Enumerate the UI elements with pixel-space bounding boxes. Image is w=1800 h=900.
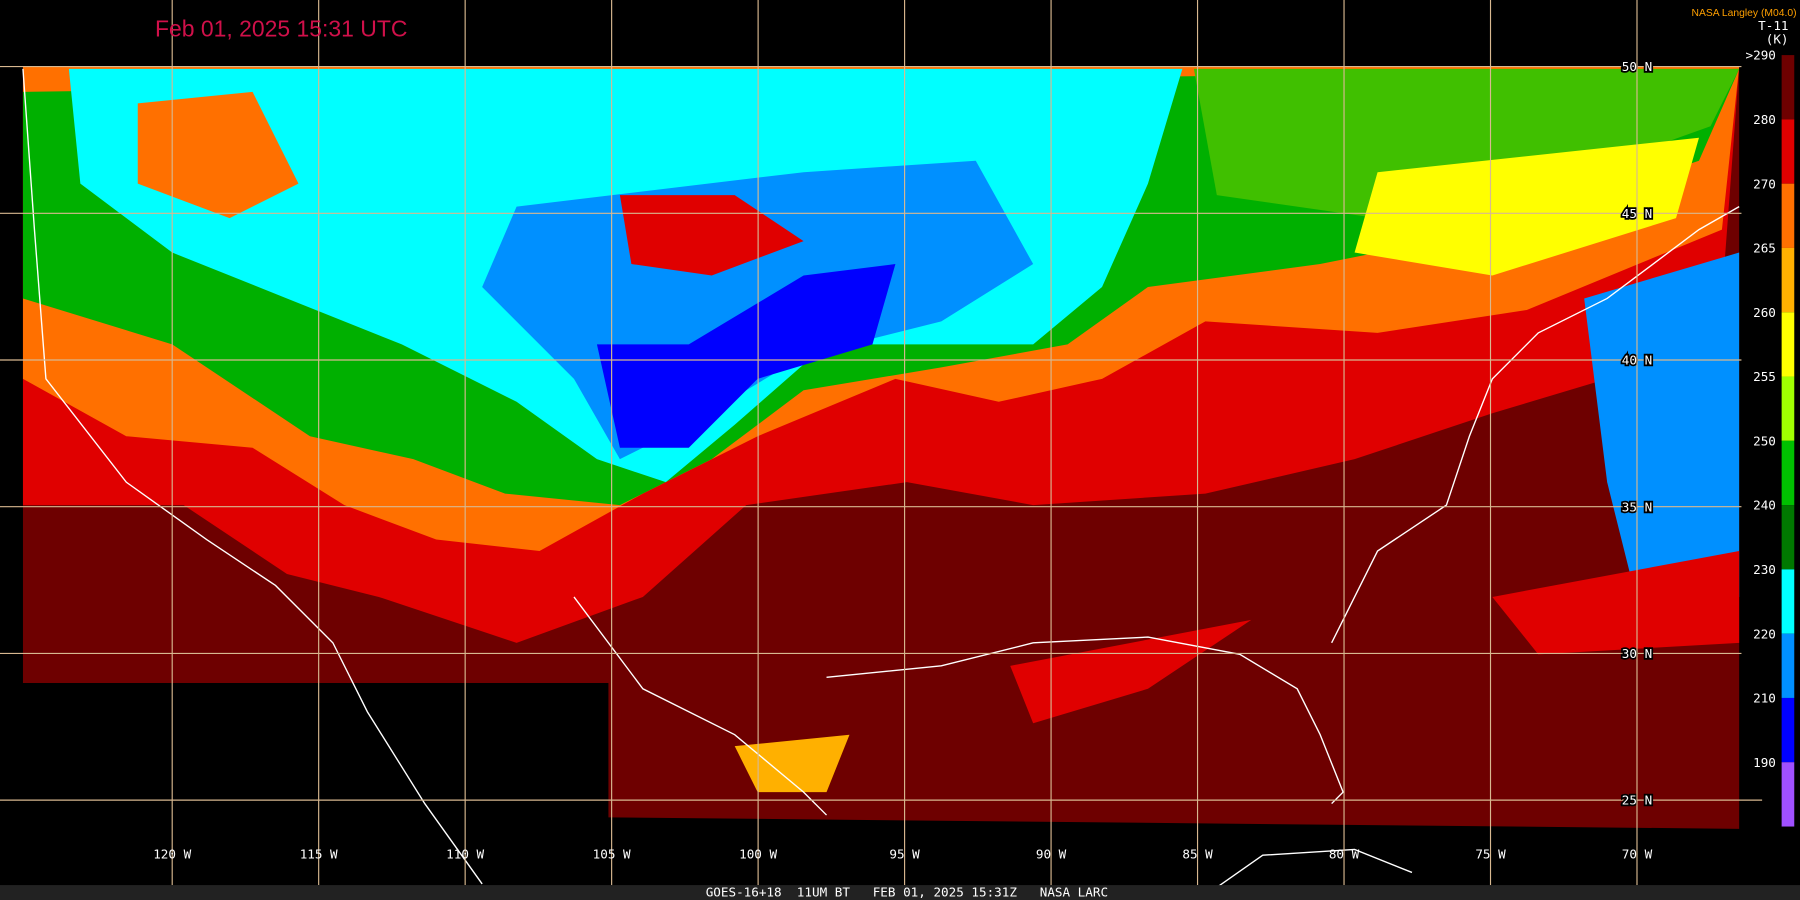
longitude-label: 90 W xyxy=(1036,847,1067,862)
footer: GOES-16+18 11UM BT FEB 01, 2025 15:31Z N… xyxy=(706,885,1108,900)
colorbar-label: 250 xyxy=(1753,433,1776,448)
colorbar-swatch xyxy=(1781,376,1795,441)
gulf-coast xyxy=(826,636,1344,805)
blue-east-region xyxy=(1584,252,1740,620)
longitude-label: 75 W xyxy=(1475,847,1506,862)
longitude-label: 100 W xyxy=(739,847,777,862)
longitude-label: 115 W xyxy=(300,847,338,862)
colorbar-unit: (K) xyxy=(1766,32,1789,47)
west-coast xyxy=(22,68,483,885)
colorbar-label: 210 xyxy=(1753,691,1776,706)
timestamp-title: Feb 01, 2025 15:31 UTC xyxy=(155,16,407,42)
colorbar-swatch xyxy=(1781,440,1795,506)
yellow-region xyxy=(1354,137,1699,276)
colorbar-label: 280 xyxy=(1753,112,1776,127)
gulf-cloud-region xyxy=(734,734,850,793)
colorbar-label: 260 xyxy=(1753,305,1776,320)
colorbar-swatch xyxy=(1781,55,1795,120)
longitude-label: 105 W xyxy=(593,847,631,862)
coastlines xyxy=(22,68,1740,896)
colorbar-label: 240 xyxy=(1753,498,1776,513)
colorbar-swatch xyxy=(1781,119,1795,184)
blue-region xyxy=(596,264,896,448)
colorbar-swatch xyxy=(1781,633,1795,698)
colorbar-label: 230 xyxy=(1753,562,1776,577)
cloud-band-region xyxy=(1492,551,1740,655)
longitude-label: 110 W xyxy=(446,847,484,862)
colorbar-label: >290 xyxy=(1746,48,1776,63)
colorbar: >290 280 270 265 260 255 250 240 230 220 210 190 xyxy=(1746,48,1795,827)
colorbar-swatch xyxy=(1781,312,1795,377)
colorbar-swatch xyxy=(1781,762,1795,827)
cuba-coast xyxy=(1204,848,1413,896)
longitude-label: 120 W xyxy=(153,847,191,862)
colorbar-label: 190 xyxy=(1753,755,1776,770)
footer-bar xyxy=(0,885,1800,900)
colorbar-label: 255 xyxy=(1753,369,1776,384)
longitude-label: 80 W xyxy=(1329,847,1360,862)
credit: NASA Langley (M04.0) xyxy=(1691,8,1796,19)
longitude-label: 70 W xyxy=(1622,847,1653,862)
east-coast xyxy=(1331,206,1740,644)
green-north-region xyxy=(1193,68,1740,219)
orange-west-region xyxy=(137,91,299,219)
colorbar-label: 265 xyxy=(1753,241,1776,256)
colorbar-swatch xyxy=(1781,183,1795,248)
colorbar-label: 220 xyxy=(1753,626,1776,641)
colorbar-swatch xyxy=(1781,697,1795,763)
colorbar-swatch xyxy=(1781,505,1795,570)
colorbar-label: 270 xyxy=(1753,176,1776,191)
longitude-label: 85 W xyxy=(1182,847,1213,862)
colorbar-title: T-11 xyxy=(1758,18,1788,33)
colorbar-swatch xyxy=(1781,569,1795,634)
longitude-label: 95 W xyxy=(889,847,920,862)
colorbar-swatch xyxy=(1781,247,1795,313)
